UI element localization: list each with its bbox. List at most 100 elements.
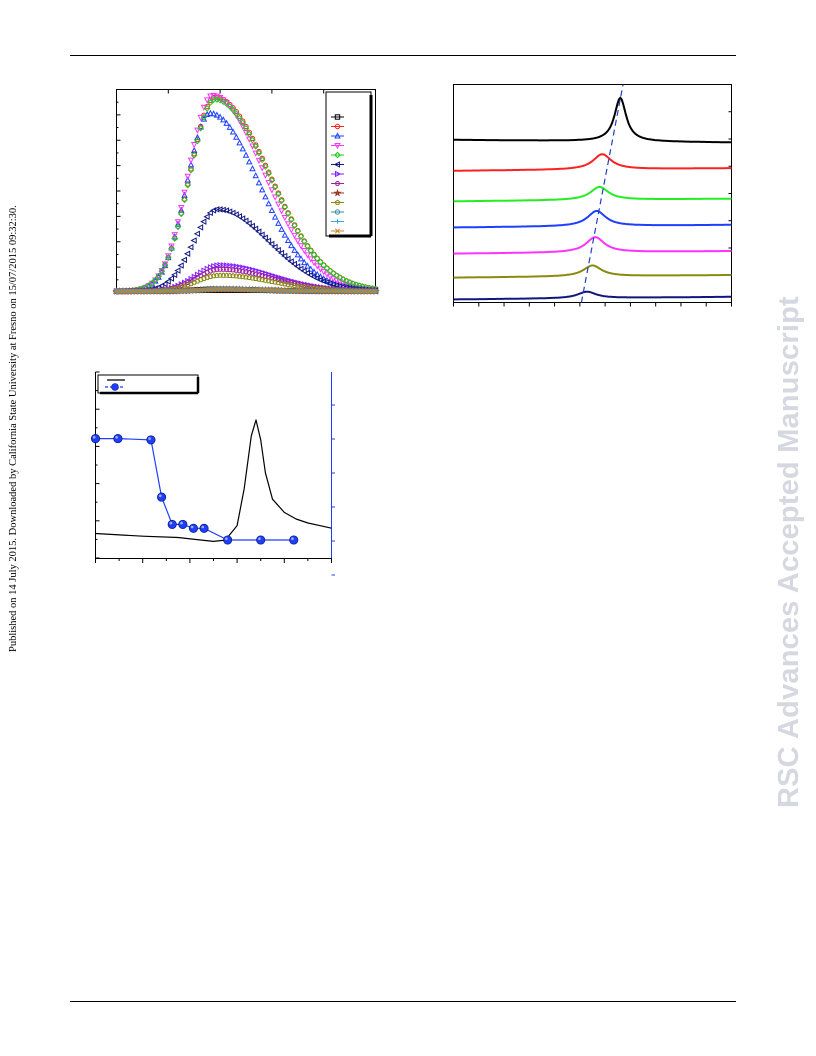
data-point (194, 137, 201, 145)
data-point (307, 247, 315, 254)
data-point (213, 111, 221, 118)
data-point (227, 267, 233, 273)
data-point (343, 277, 350, 285)
data-point (278, 197, 285, 205)
data-point (334, 199, 341, 205)
data-point (164, 278, 171, 285)
data-point (184, 181, 192, 189)
data-point (220, 262, 228, 269)
data-point (281, 214, 289, 222)
data-point (265, 169, 272, 175)
data-point (158, 267, 166, 275)
data-point (236, 117, 243, 125)
data-point (265, 170, 273, 177)
data-point-highlight (180, 521, 183, 525)
data-point (200, 218, 207, 225)
data-point (252, 172, 259, 179)
absorbance-line (95, 419, 332, 542)
header-rule (70, 55, 736, 56)
data-point (242, 217, 249, 225)
data-point (223, 267, 230, 272)
spectrum-line-6 (453, 290, 732, 301)
data-point (271, 243, 278, 251)
data-point (275, 190, 282, 198)
data-point (258, 156, 266, 164)
data-point (213, 206, 220, 213)
data-point (333, 188, 342, 197)
data-point (207, 93, 214, 100)
data-point (168, 245, 175, 253)
data-point (219, 98, 227, 105)
data-point (214, 267, 220, 272)
data-point (334, 123, 341, 130)
data-point (203, 213, 210, 220)
data-point (262, 172, 269, 179)
data-point (239, 123, 247, 130)
data-point (271, 183, 279, 191)
data-point (158, 282, 165, 290)
data-point (233, 267, 240, 273)
data-point (210, 272, 217, 279)
data-point (236, 268, 243, 274)
data-point (284, 210, 292, 217)
data-point (264, 237, 272, 245)
data-point (206, 209, 213, 217)
data-point (246, 270, 253, 275)
data-point (178, 206, 185, 213)
data-point (242, 151, 250, 158)
data-point (316, 276, 323, 284)
data-point (207, 264, 215, 271)
data-point (333, 161, 340, 168)
data-point (349, 280, 357, 287)
data-point (252, 143, 260, 150)
spectrum-line-5 (453, 264, 732, 279)
data-point (291, 246, 298, 253)
data-point (214, 262, 221, 269)
data-point-highlight (201, 525, 205, 529)
data-point (185, 277, 192, 285)
data-point (262, 193, 269, 200)
data-point (334, 209, 341, 215)
data-point (157, 492, 167, 502)
data-point (334, 143, 341, 150)
data-point (226, 123, 234, 130)
data-point (236, 139, 243, 146)
data-point (335, 170, 342, 178)
data-point (174, 267, 181, 274)
data-point (243, 269, 249, 275)
data-point (242, 124, 250, 132)
data-point (300, 238, 308, 245)
data-point-highlight (258, 537, 261, 540)
data-point (194, 271, 202, 278)
data-point (180, 256, 187, 264)
data-point (294, 251, 302, 258)
legend (97, 374, 200, 395)
data-point (281, 203, 289, 211)
data-point-highlight (291, 537, 294, 540)
data-point (278, 208, 285, 215)
data-point (304, 242, 311, 250)
data-point (271, 213, 279, 220)
data-point (258, 231, 265, 238)
data-point (146, 435, 156, 445)
data-point (255, 149, 263, 157)
legend-entries (331, 114, 344, 234)
data-point (245, 158, 253, 165)
data-point (203, 105, 211, 112)
data-point (178, 519, 188, 529)
data-point (288, 241, 295, 249)
data-point (229, 106, 237, 114)
data-point (188, 523, 198, 533)
data-point (310, 259, 318, 267)
data-point (174, 219, 182, 226)
data-point (249, 135, 256, 142)
data-point (239, 119, 247, 127)
data-point (216, 113, 224, 120)
data-point (268, 177, 276, 184)
data-point (333, 272, 340, 279)
data-point (258, 165, 266, 172)
legend-marker-swatch (111, 383, 119, 391)
data-point (320, 261, 328, 269)
data-point (278, 225, 285, 232)
data-point (184, 173, 191, 180)
